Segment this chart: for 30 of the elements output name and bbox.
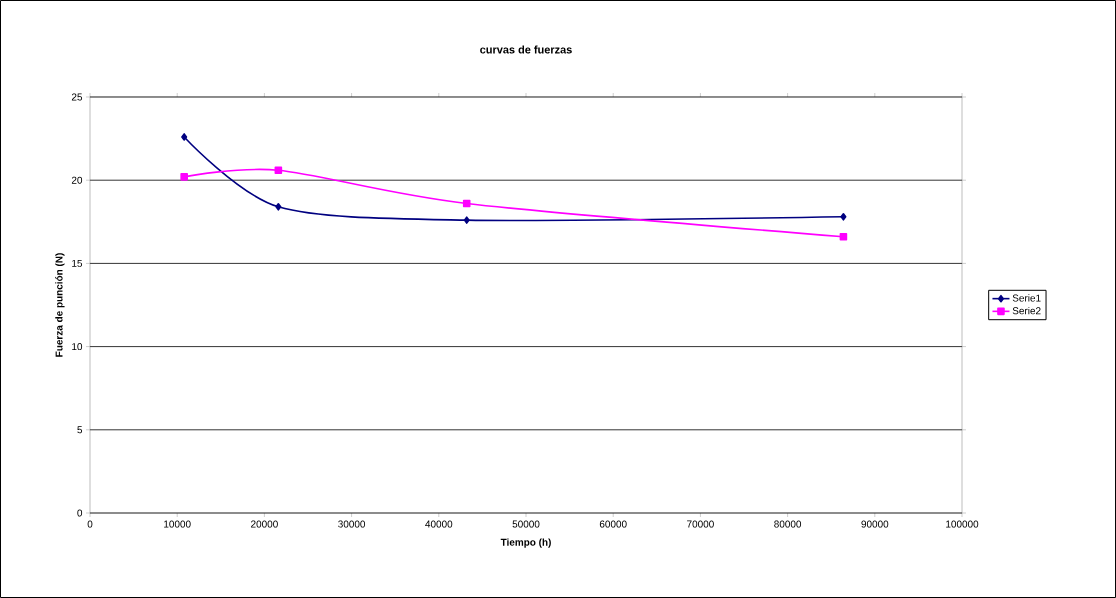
y-tick-label: 25	[71, 93, 83, 101]
point	[274, 166, 283, 175]
point	[839, 232, 848, 241]
legend-label: Serie2	[1012, 306, 1041, 315]
x-tick-label: 40000	[425, 520, 453, 528]
x-axis-title: Tiempo (h)	[500, 538, 551, 548]
y-tick-label: 15	[72, 259, 83, 267]
x-tick-label: 20000	[251, 520, 278, 528]
point	[463, 216, 470, 224]
point	[180, 173, 188, 181]
x-tick-label: 80000	[774, 520, 802, 528]
point	[840, 213, 847, 221]
y-tick-label: 0	[77, 509, 83, 517]
x-tick-label: 10000	[164, 520, 191, 528]
point	[181, 133, 188, 141]
x-tick-label: 30000	[338, 520, 366, 528]
y-axis-title: Fuerza de punción (N)	[55, 253, 65, 357]
point	[275, 203, 282, 211]
x-tick-label: 0	[87, 520, 93, 528]
y-tick-label: 20	[71, 176, 83, 184]
legend-label: Serie1	[1012, 294, 1041, 302]
x-tick-label: 70000	[687, 520, 714, 528]
x-tick-label: 60000	[599, 520, 627, 528]
chart-title: curvas de fuerzas	[480, 45, 572, 54]
x-tick-label: 90000	[861, 520, 889, 528]
y-tick-label: 5	[77, 426, 83, 434]
x-tick-label: 100000	[946, 520, 979, 528]
y-tick-label: 10	[72, 343, 83, 351]
point	[462, 199, 471, 208]
x-tick-label: 50000	[512, 520, 540, 528]
